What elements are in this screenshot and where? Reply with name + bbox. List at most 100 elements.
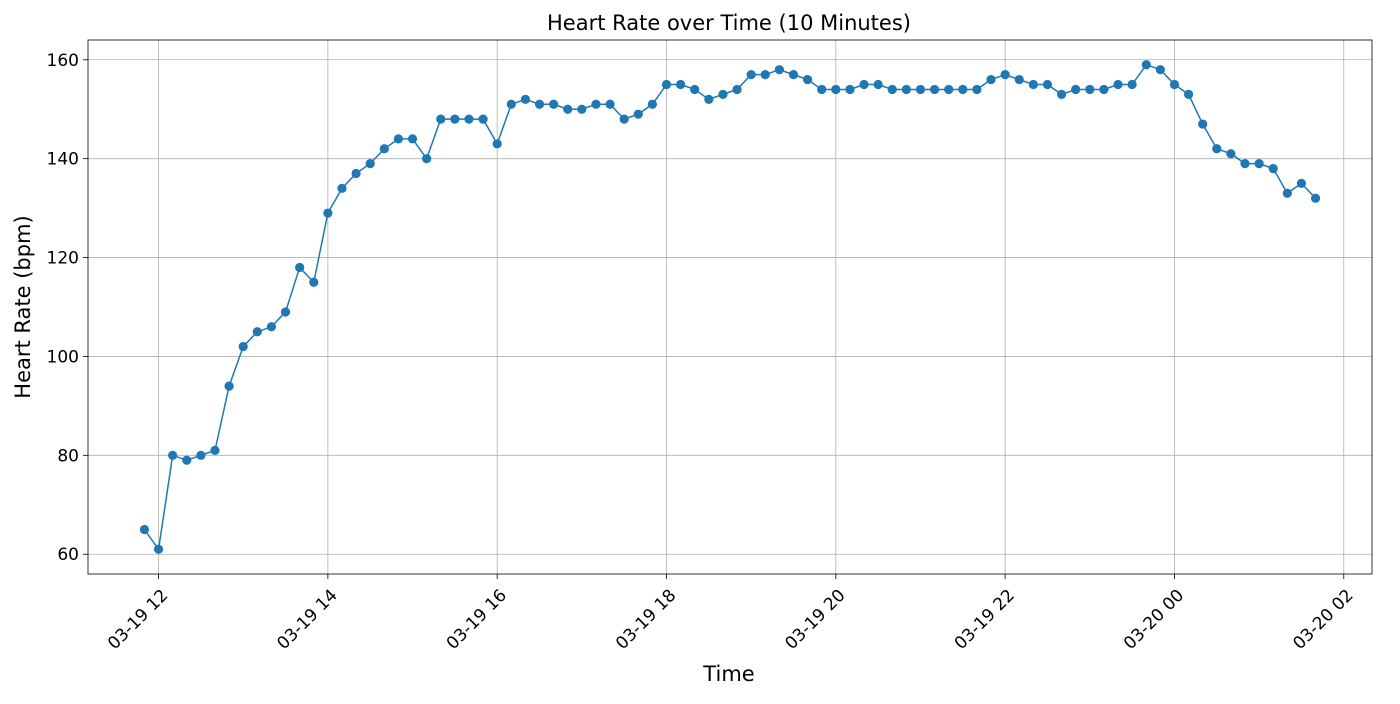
data-point [1028,79,1038,90]
data-point [788,70,799,80]
data-point [887,84,897,95]
data-point [718,89,728,99]
data-point [323,208,333,218]
data-point [280,307,291,317]
data-point [661,79,672,90]
data-point [859,79,869,90]
data-point [760,70,770,80]
y-tick-label: 100 [47,347,79,367]
data-point [506,99,516,109]
data-point [450,114,460,124]
chart-title: Heart Rate over Time (10 Minutes) [547,11,911,35]
data-point [1198,119,1208,129]
data-point [915,84,926,95]
data-point [633,109,643,119]
data-point [1169,79,1180,90]
x-tick-label: 03-19 12 [104,586,172,654]
data-point [153,544,164,554]
data-point [168,450,178,460]
data-point [436,114,446,124]
data-point [1296,178,1307,188]
data-point [958,84,968,95]
data-point [1042,79,1053,90]
data-point [704,94,714,104]
data-point [492,139,502,149]
data-point [605,99,615,109]
data-point [929,84,940,95]
data-point [252,327,262,337]
data-point [901,84,911,95]
data-point [1226,149,1236,159]
data-point [196,450,206,460]
x-tick-label: 03-19 18 [612,586,680,654]
data-point [1099,84,1109,95]
data-point [238,341,248,352]
data-point [1282,188,1292,198]
x-tick-label: 03-19 22 [951,586,1019,654]
data-point [407,134,418,144]
y-tick-label: 140 [47,150,79,170]
data-point [1268,163,1278,174]
data-point [182,455,192,465]
data-point [365,159,375,169]
data-point [139,524,150,535]
data-point [676,79,686,90]
x-tick-label: 03-20 00 [1120,586,1188,654]
data-point [873,79,883,90]
data-point [1113,79,1123,90]
data-point [647,99,658,109]
data-point [1000,70,1010,80]
data-point [577,104,587,114]
data-point [266,322,277,332]
data-point [534,99,545,109]
data-point [520,94,531,104]
data-point [563,104,573,114]
data-point [591,99,601,109]
data-point [1183,89,1194,99]
data-point [972,84,982,95]
x-axis-label: Time [702,662,754,686]
data-point [986,74,996,85]
data-point [845,84,855,95]
data-point [1155,65,1165,75]
gridlines [88,40,1372,574]
x-tick-label: 03-19 14 [273,586,341,654]
data-point [803,74,813,85]
y-axis-label: Heart Rate (bpm) [11,215,35,398]
data-point [422,154,432,164]
data-point [1014,74,1024,85]
data-point [393,134,404,144]
data-point [224,381,234,391]
data-point [1085,84,1095,95]
data-point [1056,89,1067,99]
data-point [464,114,474,124]
plot-area [87,39,1373,575]
data-point [944,84,954,95]
data-point [1254,159,1264,169]
data-point [1310,193,1321,203]
y-tick-label: 120 [47,249,79,269]
data-point [746,70,756,80]
data-point [1071,84,1081,95]
data-point [210,445,220,455]
y-tick-label: 80 [57,446,79,466]
data-point [732,84,742,95]
series-heart-rate [139,60,1321,554]
series-line [143,63,1317,552]
data-point [295,262,305,273]
data-point [478,114,488,124]
data-point [309,277,319,287]
data-point [817,84,827,95]
data-point [1240,159,1250,169]
x-axis: 03-19 12 03-19 14 03-19 16 03-19 18 03-19 20… [104,574,1358,654]
x-tick-label: 03-19 20 [781,586,849,654]
data-point [831,84,841,95]
data-point [337,183,347,193]
x-tick-label: 03-19 16 [443,586,511,654]
data-point [690,84,700,95]
data-point [351,168,361,179]
data-point [1141,60,1151,70]
data-point [619,114,629,124]
